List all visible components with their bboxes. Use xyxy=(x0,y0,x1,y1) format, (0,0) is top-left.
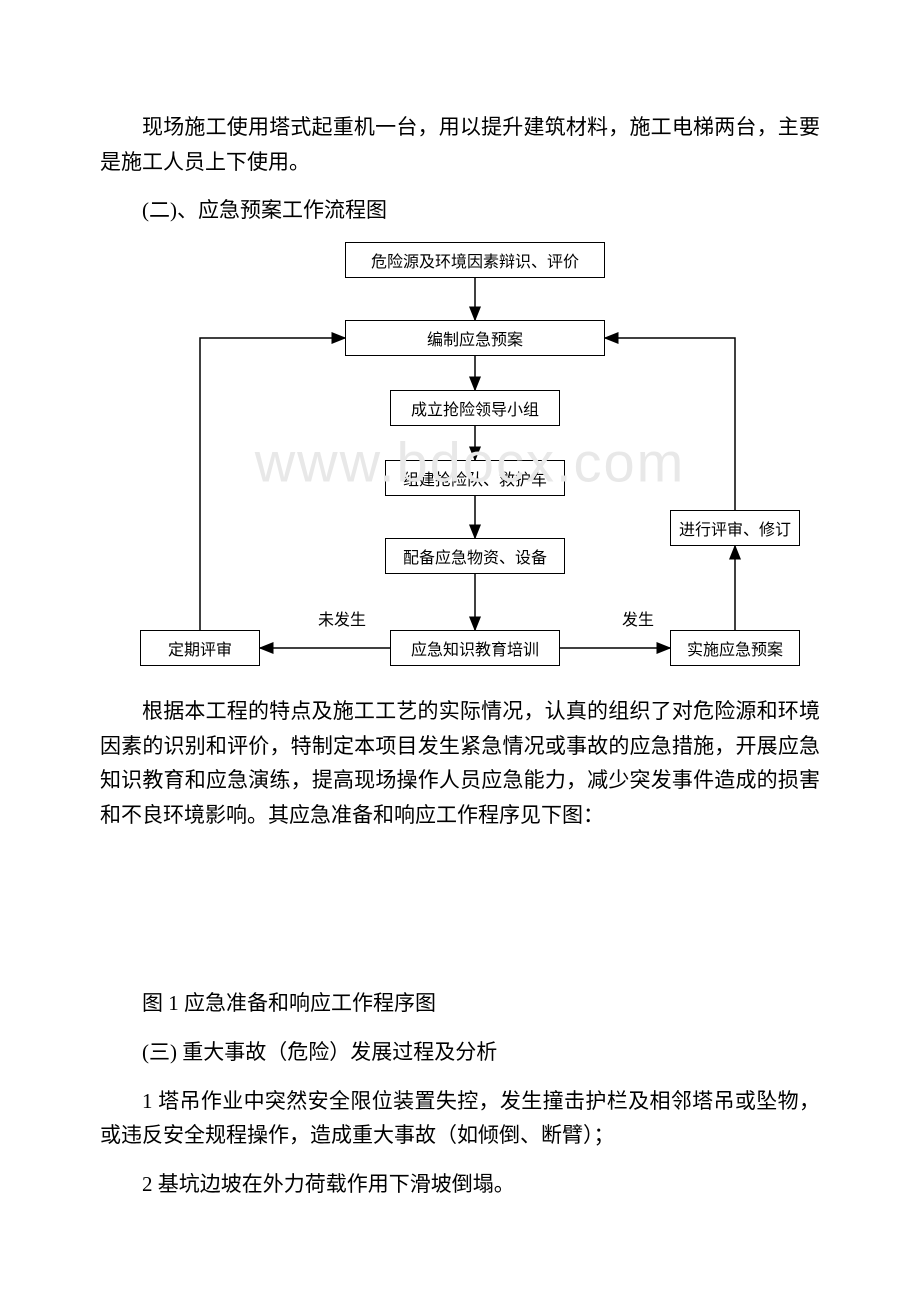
paragraph-desc: 根据本工程的特点及施工工艺的实际情况，认真的组织了对危险源和环境因素的识别和评价… xyxy=(100,694,820,833)
flowchart-node-n7: 定期评审 xyxy=(140,630,260,666)
section-heading-3: (三) 重大事故（危险）发展过程及分析 xyxy=(100,1035,820,1070)
flowchart-container: 危险源及环境因素辩识、评价编制应急预案成立抢险领导小组组建抢险队、救护车配备应急… xyxy=(110,242,830,682)
flowchart-edge-7 xyxy=(200,338,345,630)
vertical-space xyxy=(100,846,820,986)
paragraph-item-2: 2 基坑边坡在外力荷载作用下滑坡倒塌。 xyxy=(100,1167,820,1202)
section-heading-2: (二)、应急预案工作流程图 xyxy=(100,193,820,228)
paragraph-item-1: 1 塔吊作业中突然安全限位装置失控，发生撞击护栏及相邻塔吊或坠物，或违反安全规程… xyxy=(100,1084,820,1153)
flowchart-node-n1: 危险源及环境因素辩识、评价 xyxy=(345,242,605,278)
flowchart-node-n2: 编制应急预案 xyxy=(345,320,605,356)
flowchart-node-n5: 配备应急物资、设备 xyxy=(385,538,565,574)
flowchart-node-n4: 组建抢险队、救护车 xyxy=(385,460,565,496)
figure-caption: 图 1 应急准备和响应工作程序图 xyxy=(100,986,820,1021)
flowchart-edge-9 xyxy=(605,338,735,510)
flowchart-node-n6: 应急知识教育培训 xyxy=(390,630,560,666)
flowchart-node-n9: 进行评审、修订 xyxy=(670,510,800,546)
flowchart-node-n3: 成立抢险领导小组 xyxy=(390,390,560,426)
flowchart-edge-label-5: 未发生 xyxy=(318,606,366,630)
paragraph-intro: 现场施工使用塔式起重机一台，用以提升建筑材料，施工电梯两台，主要是施工人员上下使… xyxy=(100,110,820,179)
flowchart-node-n8: 实施应急预案 xyxy=(670,630,800,666)
flowchart-edge-label-6: 发生 xyxy=(622,606,654,630)
